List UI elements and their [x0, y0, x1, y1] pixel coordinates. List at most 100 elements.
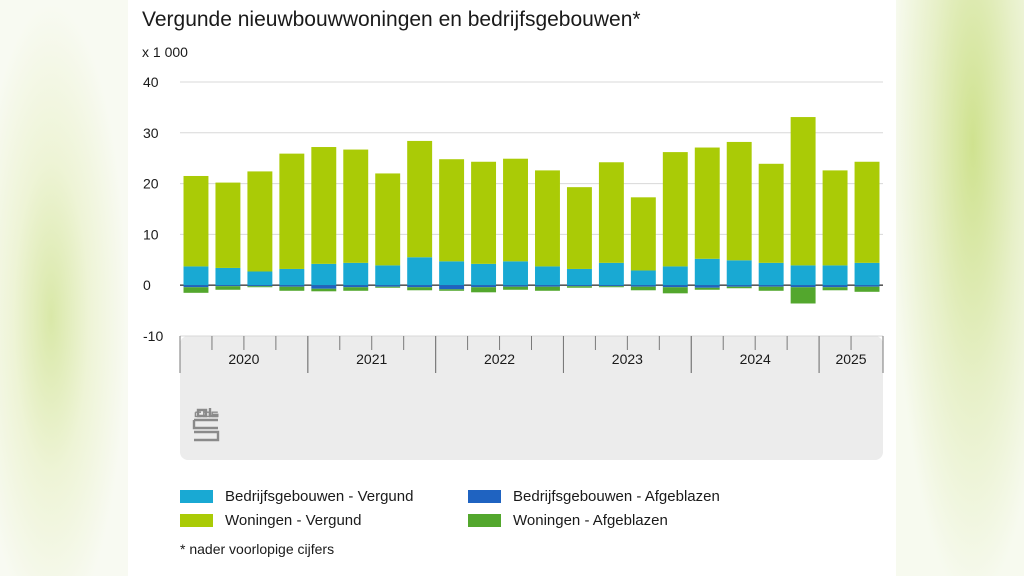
x-tick-label-year: 2021	[356, 351, 387, 367]
bar-bedrijfsgebouwen-afgeblazen	[790, 285, 816, 288]
background-right	[896, 0, 1024, 576]
bar-bedrijfsgebouwen-afgeblazen	[247, 285, 273, 287]
bar-bedrijfsgebouwen-vergund	[279, 268, 305, 286]
legend-item-woningen-afgeblazen: Woningen - Afgeblazen	[468, 512, 668, 529]
bar-bedrijfsgebouwen-afgeblazen	[471, 285, 497, 288]
bar-woningen-vergund	[183, 175, 209, 267]
bar-woningen-afgeblazen	[247, 286, 273, 288]
bar-woningen-vergund	[247, 171, 273, 272]
bar-woningen-afgeblazen	[375, 286, 401, 288]
legend-swatch	[180, 490, 213, 503]
y-tick-label: 20	[143, 176, 159, 192]
bar-woningen-vergund	[566, 187, 592, 269]
bar-woningen-vergund	[662, 152, 688, 267]
y-tick-label: 10	[143, 226, 159, 242]
bar-bedrijfsgebouwen-afgeblazen	[535, 285, 560, 287]
background-left	[0, 0, 128, 576]
legend-item-bedrijfsgebouwen-afgeblazen: Bedrijfsgebouwen - Afgeblazen	[468, 488, 720, 505]
bar-bedrijfsgebouwen-afgeblazen	[726, 285, 752, 287]
bar-bedrijfsgebouwen-vergund	[535, 266, 560, 286]
bar-woningen-afgeblazen	[407, 287, 433, 291]
bar-woningen-afgeblazen	[503, 286, 528, 290]
bar-woningen-vergund	[535, 170, 560, 267]
bar-bedrijfsgebouwen-vergund	[183, 266, 209, 286]
bar-woningen-vergund	[790, 117, 816, 266]
x-tick-label-year: 2024	[740, 351, 771, 367]
bar-bedrijfsgebouwen-vergund	[407, 257, 433, 286]
legend-label: Woningen - Afgeblazen	[513, 512, 668, 529]
bar-woningen-afgeblazen	[854, 286, 880, 292]
bar-bedrijfsgebouwen-vergund	[375, 265, 401, 286]
cbs-logo-icon	[192, 408, 220, 442]
bar-bedrijfsgebouwen-vergund	[630, 270, 656, 286]
y-tick-label: 40	[143, 74, 159, 90]
bar-bedrijfsgebouwen-afgeblazen	[598, 285, 624, 287]
legend-swatch	[468, 490, 501, 503]
bar-woningen-afgeblazen	[215, 286, 241, 290]
bar-bedrijfsgebouwen-afgeblazen	[407, 285, 433, 288]
bar-bedrijfsgebouwen-vergund	[566, 268, 592, 286]
bar-woningen-afgeblazen	[471, 287, 497, 293]
bar-woningen-vergund	[726, 141, 752, 261]
bar-woningen-vergund	[407, 140, 433, 258]
bar-woningen-vergund	[758, 163, 784, 263]
bar-bedrijfsgebouwen-vergund	[790, 265, 816, 286]
bar-woningen-afgeblazen	[279, 286, 305, 291]
bar-bedrijfsgebouwen-afgeblazen	[279, 285, 305, 287]
x-axis: 2020 2021 2022 2023 2024 2025	[179, 336, 884, 373]
legend-label: Bedrijfsgebouwen - Vergund	[225, 488, 414, 505]
bar-woningen-afgeblazen	[343, 287, 369, 291]
bar-woningen-vergund	[630, 197, 656, 271]
legend-item-bedrijfsgebouwen-vergund: Bedrijfsgebouwen - Vergund	[180, 488, 413, 505]
bar-bedrijfsgebouwen-afgeblazen	[662, 285, 688, 288]
bar-bedrijfsgebouwen-afgeblazen	[183, 285, 209, 288]
bar-bedrijfsgebouwen-afgeblazen	[694, 285, 720, 288]
bar-woningen-vergund	[694, 147, 720, 259]
bar-woningen-afgeblazen	[790, 287, 816, 304]
bar-woningen-vergund	[503, 158, 528, 262]
bar-bedrijfsgebouwen-afgeblazen	[854, 285, 880, 287]
bars	[183, 117, 880, 304]
bar-bedrijfsgebouwen-vergund	[311, 263, 337, 286]
bar-woningen-vergund	[375, 173, 401, 266]
bar-bedrijfsgebouwen-afgeblazen	[343, 285, 369, 288]
bar-bedrijfsgebouwen-afgeblazen	[311, 285, 337, 289]
bar-woningen-vergund	[598, 162, 624, 263]
bar-bedrijfsgebouwen-vergund	[439, 261, 465, 286]
x-tick-label-year: 2023	[612, 351, 643, 367]
bar-woningen-afgeblazen	[183, 287, 209, 293]
bar-woningen-afgeblazen	[630, 286, 656, 291]
x-tick-label-year: 2020	[228, 351, 259, 367]
y-axis-unit-label: x 1 000	[142, 44, 188, 60]
bar-woningen-vergund	[343, 149, 369, 263]
y-tick-label: -10	[143, 328, 163, 344]
bar-bedrijfsgebouwen-vergund	[471, 263, 497, 286]
bar-bedrijfsgebouwen-afgeblazen	[822, 285, 848, 288]
legend-label: Woningen - Vergund	[225, 512, 362, 529]
bar-woningen-vergund	[311, 147, 337, 264]
bar-bedrijfsgebouwen-vergund	[662, 266, 688, 286]
bar-woningen-vergund	[279, 153, 305, 269]
x-tick-label-year: 2025	[835, 351, 866, 367]
bar-bedrijfsgebouwen-afgeblazen	[566, 285, 592, 287]
bar-woningen-afgeblazen	[439, 289, 465, 291]
bar-woningen-afgeblazen	[598, 286, 624, 288]
bar-bedrijfsgebouwen-vergund	[854, 262, 880, 286]
bar-bedrijfsgebouwen-vergund	[758, 262, 784, 286]
bar-bedrijfsgebouwen-vergund	[343, 262, 369, 286]
bar-bedrijfsgebouwen-vergund	[215, 267, 241, 286]
legend-label: Bedrijfsgebouwen - Afgeblazen	[513, 488, 720, 505]
bar-woningen-vergund	[854, 161, 880, 263]
bar-bedrijfsgebouwen-afgeblazen	[503, 285, 528, 287]
bar-woningen-afgeblazen	[758, 286, 784, 291]
bar-woningen-afgeblazen	[566, 286, 592, 288]
chart-title: Vergunde nieuwbouwwoningen en bedrijfsge…	[142, 8, 641, 31]
axis-band	[180, 336, 883, 460]
bar-woningen-afgeblazen	[311, 288, 337, 292]
bar-woningen-afgeblazen	[535, 286, 560, 291]
footnote: * nader voorlopige cijfers	[180, 541, 335, 557]
bar-bedrijfsgebouwen-vergund	[247, 271, 273, 286]
bar-bedrijfsgebouwen-vergund	[822, 265, 848, 286]
y-tick-label: 30	[143, 125, 159, 141]
